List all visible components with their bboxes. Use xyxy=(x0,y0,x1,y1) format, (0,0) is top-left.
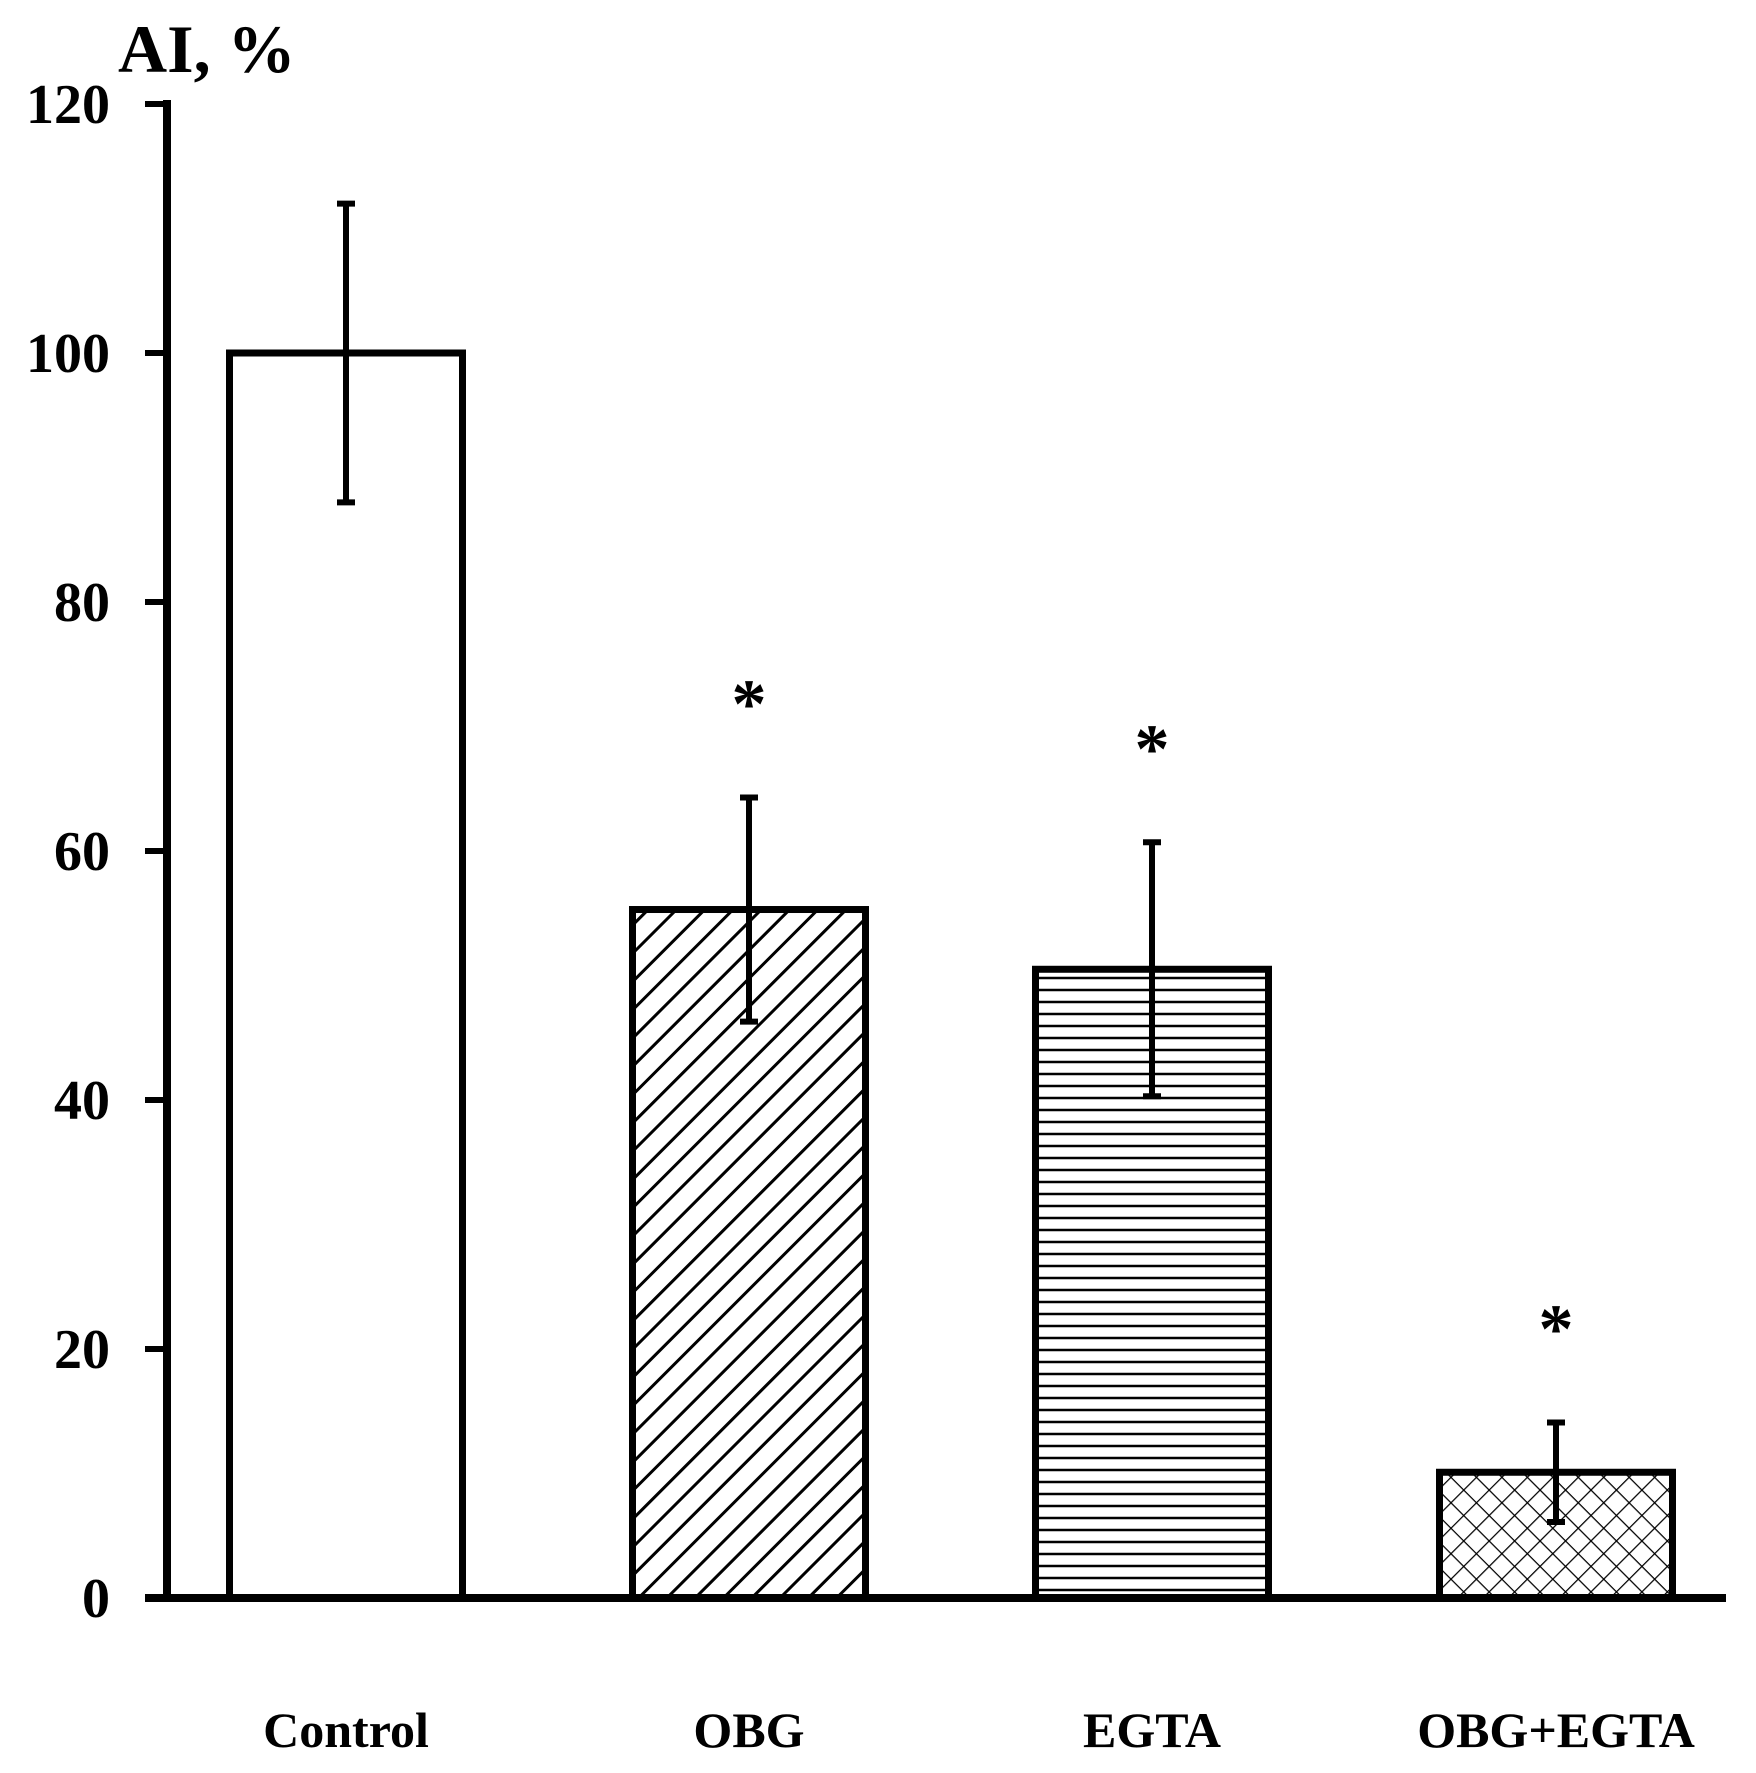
category-label-obg-egta: OBG+EGTA xyxy=(1417,1702,1695,1758)
y-tick-label: 60 xyxy=(54,821,110,883)
significance-mark-obg-egta: * xyxy=(1539,1291,1574,1368)
y-tick-label: 120 xyxy=(26,74,110,136)
y-tick-label: 40 xyxy=(54,1070,110,1132)
axes-layer xyxy=(145,100,1726,1602)
y-tick-label: 0 xyxy=(82,1568,110,1630)
significance-mark-obg: * xyxy=(732,666,767,743)
bar-control xyxy=(226,349,466,1602)
y-tick-label: 80 xyxy=(54,572,110,634)
y-tick-label: 20 xyxy=(54,1319,110,1381)
category-label-control: Control xyxy=(263,1702,429,1758)
bars-layer xyxy=(226,349,1676,1602)
y-tick-label: 100 xyxy=(26,323,110,385)
y-axis-title: AI, % xyxy=(118,11,296,87)
labels-layer: AI, % 0 20 40 60 80 100 120 Control * OBG * EGTA * OB… xyxy=(26,11,1695,1758)
category-label-egta: EGTA xyxy=(1083,1702,1221,1758)
category-label-obg: OBG xyxy=(693,1702,804,1758)
error-bars-layer xyxy=(337,200,1565,1526)
significance-mark-egta: * xyxy=(1135,711,1170,788)
